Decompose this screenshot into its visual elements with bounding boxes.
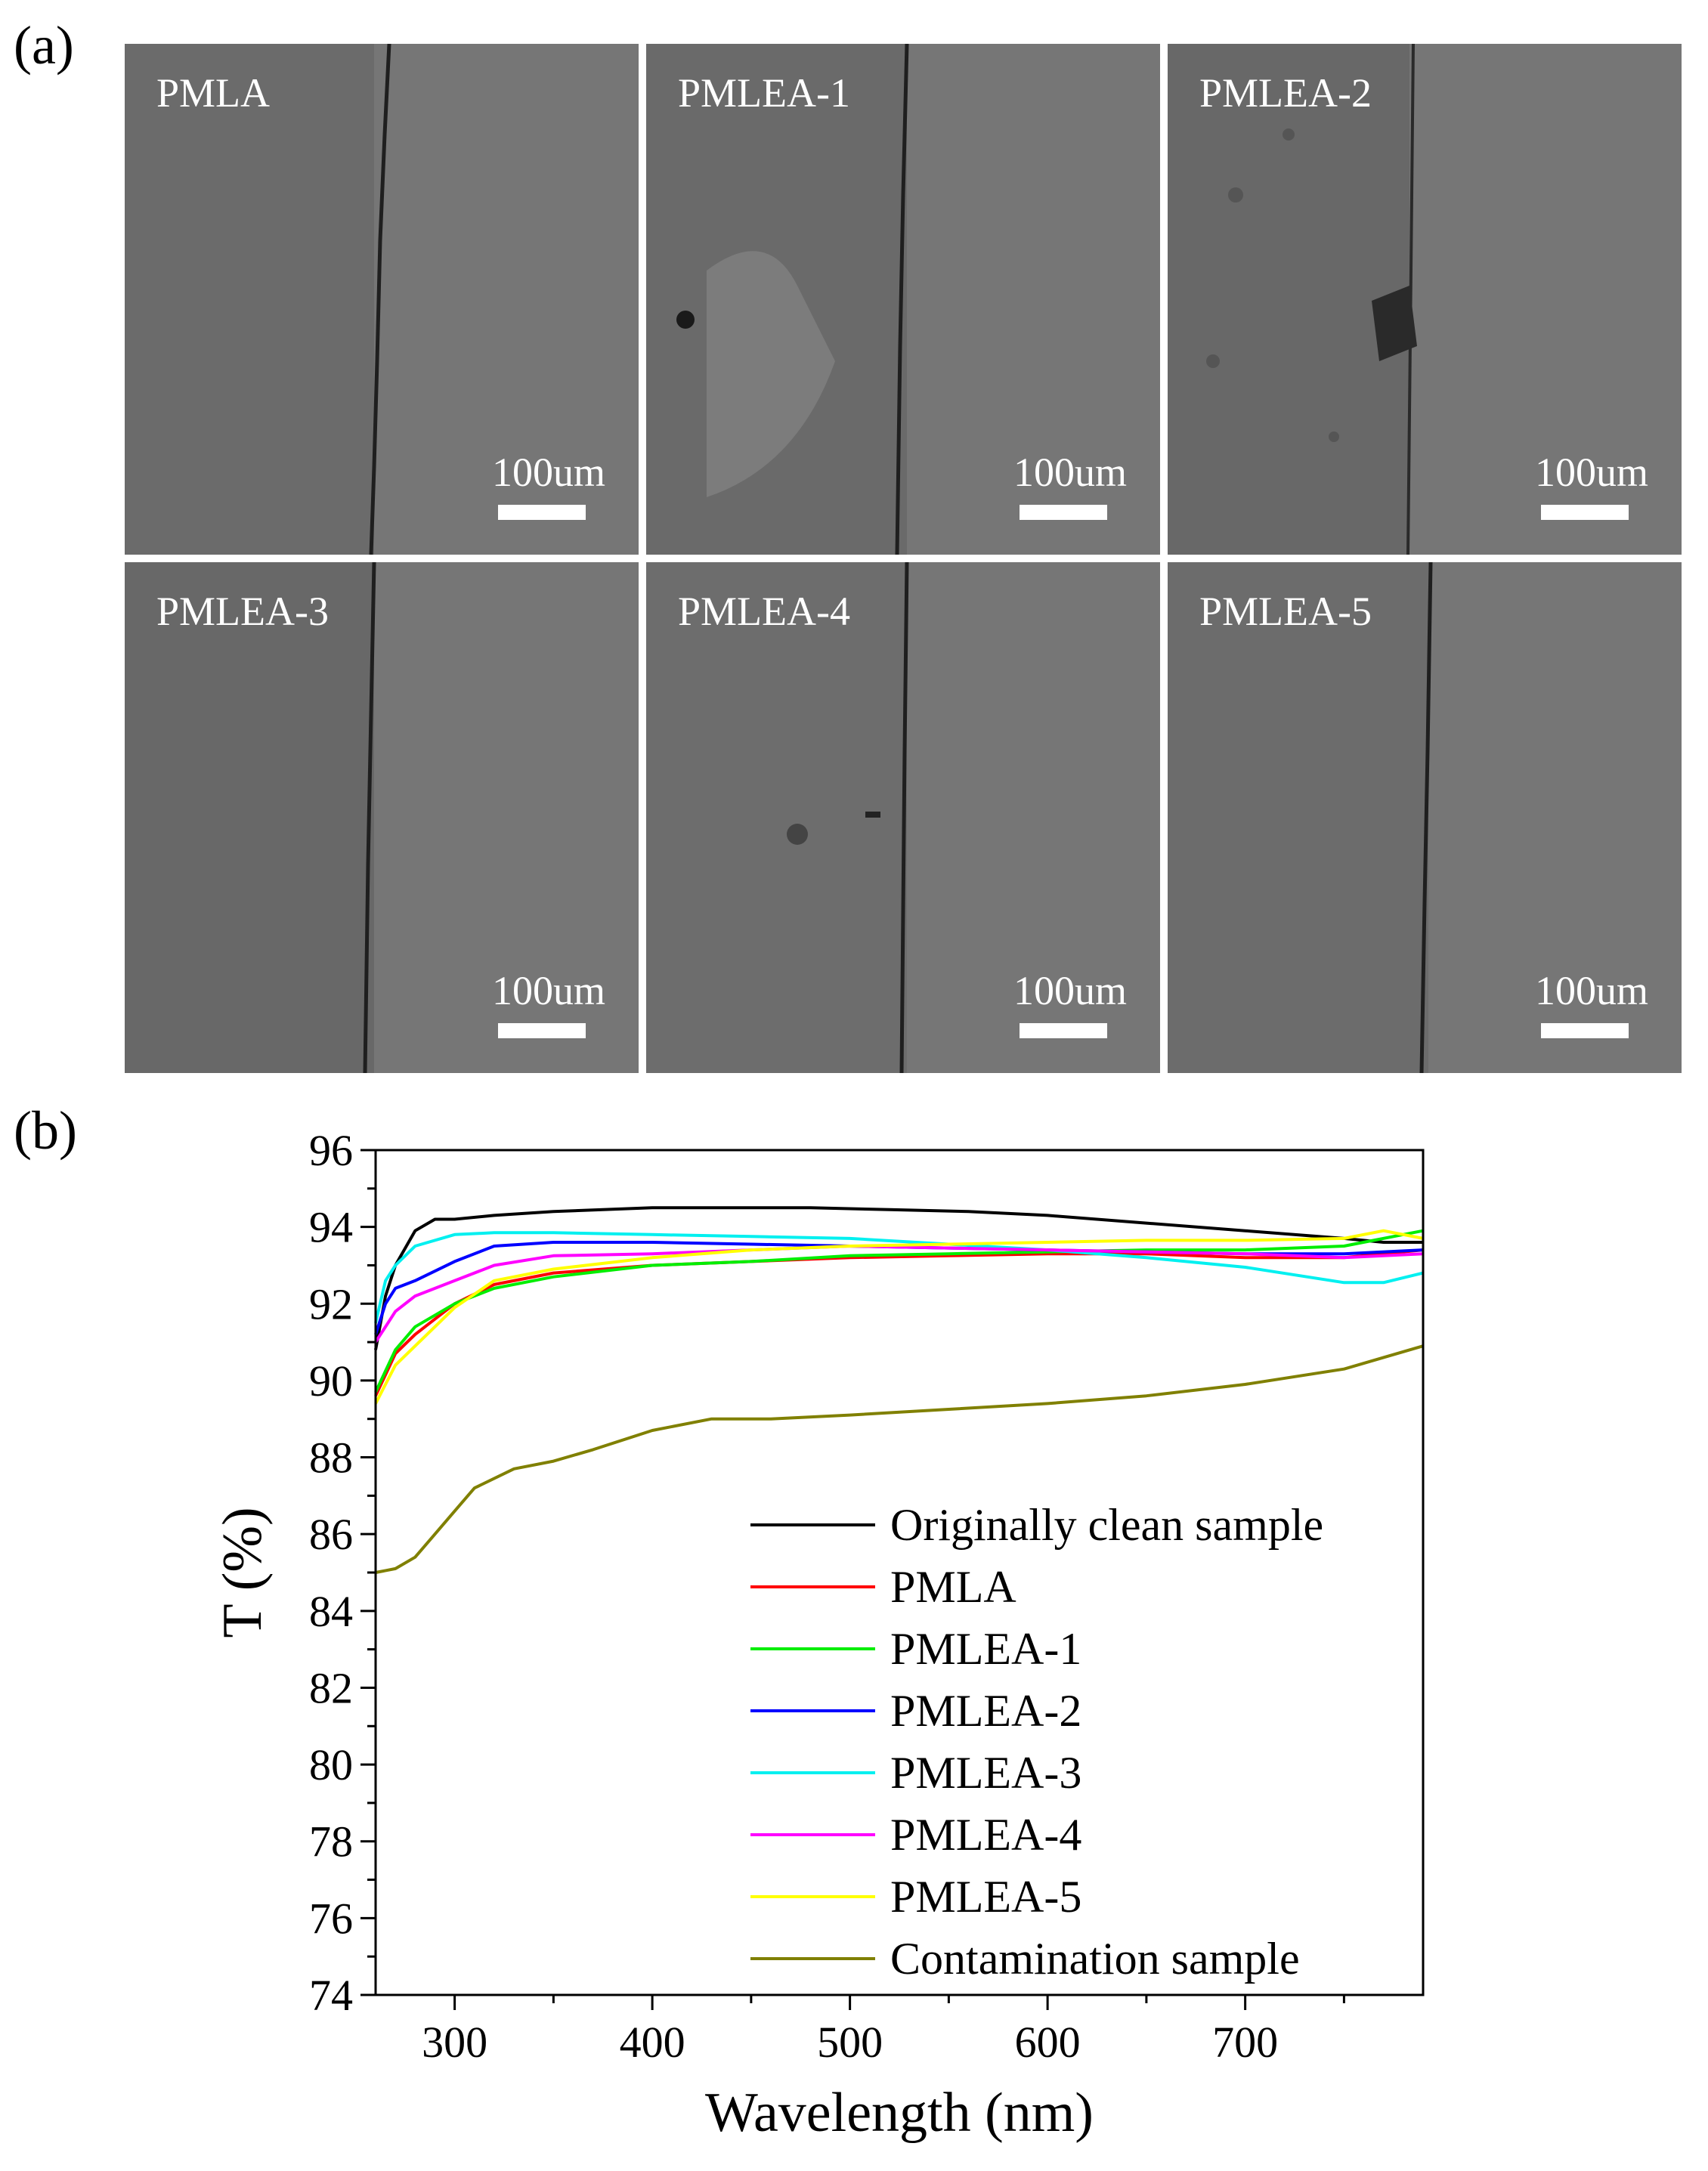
series-line-5 xyxy=(374,1245,1424,1344)
x-axis-title: Wavelength (nm) xyxy=(705,2082,1094,2144)
scale-label: 100um xyxy=(1534,968,1648,1013)
y-tick-label: 96 xyxy=(309,1126,353,1175)
y-tick-label: 78 xyxy=(309,1817,353,1866)
scale-bar xyxy=(1020,505,1107,520)
micrograph-pmlea-1: PMLEA-1 100um xyxy=(646,44,1160,555)
scale-bar xyxy=(1541,505,1629,520)
y-tick-label: 94 xyxy=(309,1203,353,1252)
x-tick-label: 600 xyxy=(1015,2018,1081,2067)
axis-ticks: 74 76 78 80 82 84 86 88 90 92 94 96 300 400 500 600 700 xyxy=(309,1126,1345,2067)
x-tick-label: 700 xyxy=(1212,2018,1278,2067)
y-tick-label: 74 xyxy=(309,1971,353,2020)
x-tick-label: 300 xyxy=(422,2018,487,2067)
micrograph-texture xyxy=(125,562,376,1073)
sample-name: PMLEA-3 xyxy=(156,589,329,634)
scale-bar xyxy=(498,505,586,520)
micrograph-texture xyxy=(1168,44,1417,555)
x-tick-label: 400 xyxy=(620,2018,685,2067)
y-tick-label: 82 xyxy=(309,1663,353,1712)
micrograph-pmlea-5: PMLEA-5 100um xyxy=(1168,562,1682,1073)
series-line-4 xyxy=(374,1231,1424,1324)
series-line-2 xyxy=(374,1229,1424,1393)
sample-name: PMLA xyxy=(156,70,271,116)
scale-label: 100um xyxy=(1013,968,1127,1013)
micrograph-pmlea-3: PMLEA-3 100um xyxy=(125,562,639,1073)
sample-name: PMLEA-1 xyxy=(678,70,850,116)
scale-label: 100um xyxy=(491,450,605,495)
legend-label-6: PMLEA-5 xyxy=(890,1872,1081,1922)
scale-bar xyxy=(498,1023,586,1038)
y-tick-label: 86 xyxy=(309,1510,353,1559)
y-tick-label: 80 xyxy=(309,1740,353,1789)
legend-label-0: Originally clean sample xyxy=(890,1500,1323,1550)
legend-label-5: PMLEA-4 xyxy=(890,1810,1081,1860)
series-line-6 xyxy=(374,1229,1424,1405)
series-layer xyxy=(374,1206,1424,1574)
legend-label-7: Contamination sample xyxy=(890,1934,1300,1984)
y-tick-label: 92 xyxy=(309,1279,353,1328)
y-tick-label: 84 xyxy=(309,1587,353,1636)
y-axis-title: T (%) xyxy=(212,1507,274,1638)
micrograph-pmla: PMLA 100um xyxy=(125,44,639,555)
y-tick-label: 76 xyxy=(309,1894,353,1943)
scale-label: 100um xyxy=(491,968,605,1013)
legend-label-2: PMLEA-1 xyxy=(890,1624,1081,1674)
scale-bar xyxy=(1020,1023,1107,1038)
micrograph-texture xyxy=(646,562,909,1073)
panel-label-a: (a) xyxy=(14,15,74,76)
micrograph-pmlea-2: PMLEA-2 100um xyxy=(1168,44,1682,555)
micrograph-texture xyxy=(1168,562,1433,1073)
micrograph-pmlea-4: PMLEA-4 100um xyxy=(646,562,1160,1073)
transmittance-chart: Originally clean sample PMLA PMLEA-1 PMLEA-… xyxy=(212,1126,1425,2144)
scale-label: 100um xyxy=(1013,450,1127,495)
y-tick-label: 90 xyxy=(309,1356,353,1406)
x-tick-label: 500 xyxy=(817,2018,883,2067)
panel-label-b: (b) xyxy=(14,1100,77,1161)
scale-label: 100um xyxy=(1534,450,1648,495)
y-tick-label: 88 xyxy=(309,1433,353,1483)
sample-name: PMLEA-2 xyxy=(1199,70,1372,116)
legend-label-1: PMLA xyxy=(890,1562,1016,1612)
sample-name: PMLEA-4 xyxy=(678,589,850,634)
series-line-0 xyxy=(374,1206,1423,1350)
series-line-7 xyxy=(375,1344,1424,1574)
legend: Originally clean sample PMLA PMLEA-1 PMLEA-… xyxy=(750,1500,1323,1984)
micrograph-texture xyxy=(125,44,391,555)
sample-name: PMLEA-5 xyxy=(1199,589,1372,634)
legend-label-4: PMLEA-3 xyxy=(890,1748,1081,1798)
micrograph-texture xyxy=(646,44,909,555)
legend-label-3: PMLEA-2 xyxy=(890,1686,1081,1736)
scale-bar xyxy=(1541,1023,1629,1038)
